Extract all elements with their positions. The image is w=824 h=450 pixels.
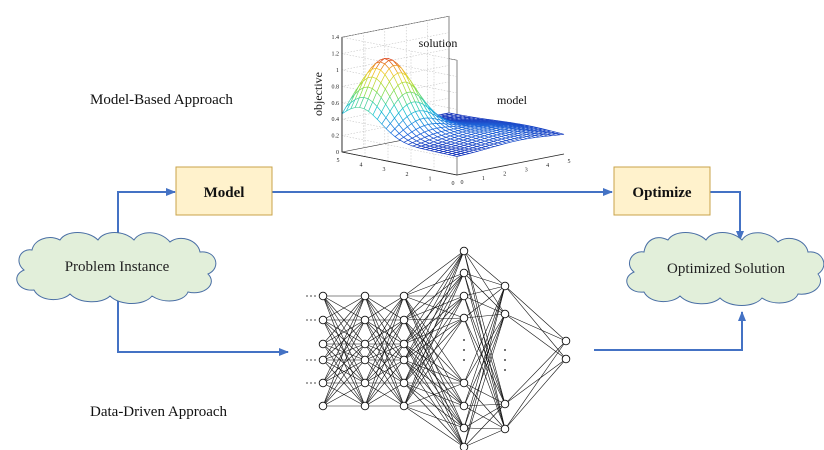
z-tick-label: 1.2 (332, 52, 340, 58)
ellipsis-dot (504, 369, 506, 371)
network-node (360, 315, 370, 325)
model-based-approach-label: Model-Based Approach (90, 92, 233, 108)
network-node (360, 291, 370, 301)
optimize-box-label: Optimize (632, 185, 691, 201)
right-axis-tick-label: 4 (546, 163, 549, 169)
left-axis-tick-label: 3 (383, 167, 386, 173)
z-tick-label: 0 (336, 150, 339, 156)
optimize-box: Optimize (613, 166, 711, 216)
network-node (399, 315, 409, 325)
ellipsis-dot (463, 359, 465, 361)
network-node (500, 309, 510, 319)
network-node (318, 378, 328, 388)
left-axis-tick-label: 2 (406, 172, 409, 178)
surface-ylabel: objective (311, 72, 325, 116)
arrow-problem-to-model (117, 188, 176, 240)
problem-instance-cloud: Problem Instance (16, 232, 217, 304)
network-node (459, 291, 469, 301)
network-node (459, 401, 469, 411)
network-node (399, 291, 409, 301)
network-node (318, 355, 328, 365)
ellipsis-dot (463, 349, 465, 351)
network-node (399, 401, 409, 411)
z-tick-label: 1 (336, 68, 339, 74)
left-axis-tick-label: 4 (360, 163, 363, 169)
network-node (318, 401, 328, 411)
network-node (459, 246, 469, 256)
network-node (318, 291, 328, 301)
right-axis-tick-label: 3 (525, 167, 528, 173)
neural-network (306, 246, 571, 450)
ellipsis-dot (504, 359, 506, 361)
network-node (360, 355, 370, 365)
network-node (459, 268, 469, 278)
network-edges (306, 250, 567, 448)
ellipsis-dot (463, 339, 465, 341)
network-node (318, 315, 328, 325)
network-node (360, 339, 370, 349)
arrow-optimize-to-solution (710, 191, 744, 241)
surface-solution-annotation: solution (419, 36, 458, 50)
z-tick-label: 0.4 (332, 117, 340, 123)
arrow-problem-to-network (117, 288, 289, 356)
right-axis-tick-label: 1 (482, 176, 485, 182)
right-axis-tick-label: 0 (461, 180, 464, 186)
optimized-solution-label: Optimized Solution (667, 261, 785, 277)
optimized-solution-cloud: Optimized Solution (626, 232, 824, 306)
network-node (360, 401, 370, 411)
network-node (500, 424, 510, 434)
network-node (399, 339, 409, 349)
network-node (459, 313, 469, 323)
z-tick-label: 0.2 (332, 134, 340, 140)
network-node (561, 354, 571, 364)
network-node (459, 423, 469, 433)
left-axis-tick-label: 5 (337, 158, 340, 164)
z-tick-label: 1.4 (332, 35, 340, 41)
z-tick-label: 0.8 (332, 84, 340, 90)
model-box: Model (175, 166, 273, 216)
network-node (459, 378, 469, 388)
surface-mesh (341, 58, 565, 157)
network-node (318, 339, 328, 349)
ellipsis-dot (504, 349, 506, 351)
network-node (561, 336, 571, 346)
right-axis-tick-label: 2 (503, 172, 506, 178)
network-node (399, 378, 409, 388)
model-box-label: Model (204, 185, 245, 201)
z-tick-label: 0.6 (332, 101, 340, 107)
problem-instance-label: Problem Instance (65, 259, 170, 275)
network-node (360, 378, 370, 388)
left-axis-tick-label: 0 (452, 181, 455, 187)
network-node (500, 281, 510, 291)
network-node (399, 355, 409, 365)
left-axis-tick-label: 1 (429, 176, 432, 182)
right-axis-tick-label: 5 (568, 159, 571, 165)
connectors (117, 188, 746, 356)
data-driven-approach-label: Data-Driven Approach (90, 404, 228, 420)
network-node (500, 399, 510, 409)
arrow-network-to-solution (594, 311, 746, 351)
network-nodes (318, 246, 571, 450)
network-node (459, 442, 469, 450)
surface-model-annotation: model (497, 93, 528, 107)
